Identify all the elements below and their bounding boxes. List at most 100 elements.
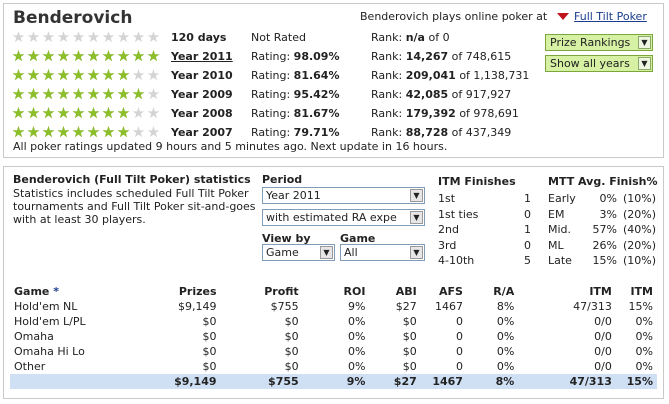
rating-period: 120 days (171, 31, 227, 44)
star-icon: ★ (56, 123, 71, 141)
view-by-value: Game (266, 246, 299, 259)
cell-total-ra: 8% (466, 374, 519, 389)
rank-total: of 437,349 (451, 126, 512, 139)
stats-heading: Benderovich (Full Tilt Poker) statistics (13, 173, 251, 186)
col-itm-count[interactable]: ITM (589, 285, 612, 298)
star-icon: ★ (11, 47, 26, 65)
star-rating: ★ ★ ★ ★ ★ ★ ★ ★ ★ ★ (11, 104, 161, 122)
star-icon: ★ (56, 28, 71, 46)
cell-itm-pct: 0% (635, 360, 653, 373)
col-itm-pct[interactable]: ITM (630, 285, 653, 298)
chevron-down-icon: ▼ (638, 57, 651, 70)
cell-ra: 0% (496, 315, 515, 328)
cell-prizes: $0 (202, 330, 217, 343)
star-icon: ★ (26, 104, 41, 122)
show-all-years-select[interactable]: Show all years ▼ (545, 55, 653, 72)
cell-abi: $0 (402, 360, 417, 373)
mtt-finish-value: 3% (599, 207, 617, 221)
star-rating: ★ ★ ★ ★ ★ ★ ★ ★ ★ ★ (11, 47, 161, 65)
star-icon: ★ (41, 47, 56, 65)
rank-label: Rank: (371, 107, 403, 120)
period-select[interactable]: Year 2011 ▼ (262, 187, 425, 204)
col-game[interactable]: Game * (14, 285, 59, 298)
col-ra[interactable]: R/A (493, 285, 515, 298)
col-prizes[interactable]: Prizes (178, 285, 217, 298)
cell-prizes: $0 (202, 345, 217, 358)
cell-afs: 0 (455, 345, 463, 358)
site-link[interactable]: Full Tilt Poker (574, 10, 647, 23)
show-all-years-label: Show all years (550, 57, 630, 70)
star-icon: ★ (41, 28, 56, 46)
col-profit[interactable]: Profit (264, 285, 299, 298)
cell-afs: 0 (455, 330, 463, 343)
cell-game[interactable]: Omaha Hi Lo (14, 345, 85, 358)
star-icon: ★ (131, 123, 146, 141)
star-icon: ★ (11, 123, 26, 141)
star-icon: ★ (26, 123, 41, 141)
rank-label: Rank: (371, 126, 403, 139)
mtt-finish-label: EM (548, 207, 565, 221)
star-rating: ★ ★ ★ ★ ★ ★ ★ ★ ★ ★ (11, 85, 161, 103)
rank-label: Rank: (371, 50, 403, 63)
table-row: Omaha $0 $0 0% $0 0 0% 0/0 0% (10, 329, 657, 344)
rating-label: Rating: (251, 107, 291, 120)
cell-game[interactable]: Hold'em NL (14, 300, 78, 313)
rank-text: Rank: n/a of 0 (371, 31, 450, 44)
prize-rankings-select[interactable]: Prize Rankings ▼ (545, 34, 653, 51)
game-value: All (344, 246, 358, 259)
cell-ra: 0% (496, 330, 515, 343)
star-rating: ★ ★ ★ ★ ★ ★ ★ ★ ★ ★ (11, 123, 161, 141)
col-roi[interactable]: ROI (343, 285, 366, 298)
rank-total: of 1,138,731 (459, 69, 530, 82)
mtt-finish-expected: (10%) (622, 254, 656, 267)
cell-game[interactable]: Hold'em L/PL (14, 315, 86, 328)
cell-game[interactable]: Omaha (14, 330, 54, 343)
star-icon: ★ (116, 66, 131, 84)
table-header-row: Game * Prizes Profit ROI ABI AFS R/A ITM… (10, 284, 657, 299)
star-icon: ★ (101, 85, 116, 103)
cell-roi: 0% (347, 330, 366, 343)
mtt-finish-expected: (40%) (622, 223, 656, 236)
star-icon: ★ (101, 104, 116, 122)
rank-text: Rank: 88,728 of 437,349 (371, 126, 511, 139)
itm-finish-label: 1st (438, 192, 456, 205)
cell-roi: 9% (347, 300, 366, 313)
cell-itm-pct: 0% (635, 345, 653, 358)
cell-abi: $0 (402, 315, 417, 328)
cell-afs: 0 (455, 360, 463, 373)
col-abi[interactable]: ABI (395, 285, 417, 298)
view-by-select[interactable]: Game ▼ (262, 244, 335, 261)
mtt-finish-label: ML (548, 238, 564, 252)
cell-total-abi: $27 (369, 374, 421, 389)
table-row: Hold'em L/PL $0 $0 0% $0 0 0% 0/0 0% (10, 314, 657, 329)
rating-text: Rating: 81.64% (251, 69, 340, 82)
mtt-finish-value: 57% (592, 223, 617, 236)
rating-text: Rating: 95.42% (251, 88, 340, 101)
star-icon: ★ (71, 66, 86, 84)
star-icon: ★ (56, 66, 71, 84)
estimate-select[interactable]: with estimated RA expe ▼ (262, 209, 425, 226)
rank-label: Rank: (371, 31, 403, 44)
star-icon: ★ (131, 85, 146, 103)
mtt-finish-title: MTT Avg. Finish% (548, 175, 658, 188)
rating-period[interactable]: Year 2011 (171, 50, 233, 63)
cell-afs: 0 (455, 315, 463, 328)
cell-abi: $0 (402, 345, 417, 358)
rank-value: 42,085 (405, 88, 449, 101)
game-select[interactable]: All ▼ (340, 244, 425, 261)
cell-itm-pct: 15% (628, 300, 653, 313)
rating-value: 95.42% (293, 88, 340, 101)
col-afs[interactable]: AFS (439, 285, 463, 298)
star-icon: ★ (71, 104, 86, 122)
chevron-down-icon: ▼ (410, 211, 423, 224)
cell-prizes: $0 (202, 315, 217, 328)
itm-finish-value: 0 (524, 207, 531, 221)
rank-total: of 917,927 (451, 88, 512, 101)
star-icon: ★ (146, 47, 161, 65)
chevron-down-icon: ▼ (410, 189, 423, 202)
cell-itm-count: 0/0 (594, 345, 612, 358)
star-icon: ★ (116, 85, 131, 103)
cell-game[interactable]: Other (14, 360, 46, 373)
stats-table: Game * Prizes Profit ROI ABI AFS R/A ITM… (10, 284, 657, 389)
star-icon: ★ (71, 28, 86, 46)
